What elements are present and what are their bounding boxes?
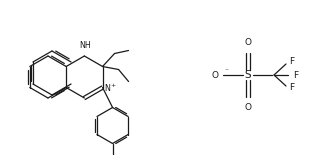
Text: S: S xyxy=(245,70,251,80)
Text: O: O xyxy=(245,103,252,112)
Text: F: F xyxy=(289,58,294,66)
Text: ⁻: ⁻ xyxy=(224,66,228,75)
Text: N: N xyxy=(105,84,110,93)
Text: NH: NH xyxy=(79,41,91,50)
Text: F: F xyxy=(289,84,294,93)
Text: O: O xyxy=(212,71,219,80)
Text: F: F xyxy=(293,71,298,80)
Text: +: + xyxy=(110,83,116,88)
Text: O: O xyxy=(245,38,252,47)
